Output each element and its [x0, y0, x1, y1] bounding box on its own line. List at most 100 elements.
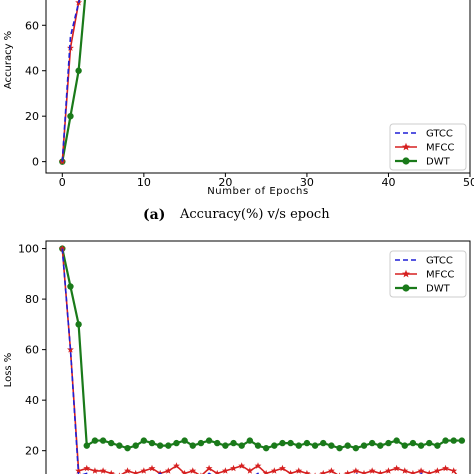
data-point-dwt [116, 442, 123, 449]
data-point-mfcc [401, 467, 409, 474]
x-tick-label: 10 [137, 176, 151, 189]
y-axis-label-loss: Loss % [3, 353, 14, 388]
data-point-mfcc [132, 469, 140, 474]
data-point-mfcc [303, 469, 311, 474]
legend-marker-dwt [402, 284, 410, 292]
data-point-mfcc [107, 469, 115, 474]
data-point-dwt [271, 442, 278, 449]
data-point-mfcc [352, 467, 360, 474]
data-point-dwt [132, 442, 139, 449]
data-point-mfcc [450, 467, 458, 474]
data-point-mfcc [270, 467, 278, 474]
legend-label-mfcc: MFCC [426, 270, 454, 281]
data-point-dwt [442, 437, 449, 444]
data-point-dwt [287, 439, 294, 447]
data-point-mfcc [442, 464, 449, 472]
legend-label-gtcc: GTCC [426, 129, 453, 140]
data-point-dwt [75, 321, 82, 328]
data-point-dwt [262, 444, 270, 452]
data-point-mfcc [173, 462, 180, 469]
x-tick-label: 30 [300, 176, 314, 189]
data-point-mfcc [58, 244, 66, 252]
y-tick-label: 80 [25, 293, 39, 306]
y-tick-label: 60 [25, 344, 39, 357]
x-tick-label: 20 [218, 176, 232, 189]
data-point-mfcc [254, 462, 262, 469]
data-point-mfcc [99, 467, 107, 474]
data-point-dwt [156, 442, 164, 449]
series-loss [58, 244, 466, 474]
y-tick-label: 100 [18, 243, 39, 256]
data-point-dwt [352, 444, 360, 452]
y-tick-label: 40 [25, 394, 39, 407]
data-point-dwt [336, 444, 343, 452]
data-point-mfcc [156, 469, 164, 474]
data-point-dwt [246, 437, 254, 444]
x-tick-label: 50 [463, 176, 474, 189]
legend-accuracy: GTCC MFCC DWT [389, 123, 467, 171]
plot-area-accuracy [45, 0, 471, 174]
data-point-dwt [409, 439, 417, 447]
data-point-mfcc [238, 462, 246, 469]
data-point-mfcc [344, 469, 352, 474]
data-point-dwt [67, 283, 74, 290]
data-point-dwt [426, 439, 433, 447]
data-point-dwt [434, 442, 441, 449]
legend-label-dwt: DWT [426, 284, 451, 295]
data-point-dwt [450, 437, 457, 444]
data-point-dwt [124, 444, 131, 452]
legend-label-gtcc: GTCC [426, 256, 453, 267]
data-point-dwt [303, 439, 311, 447]
data-point-dwt [173, 439, 180, 447]
data-point-dwt [377, 442, 384, 449]
data-point-mfcc [124, 467, 131, 474]
data-point-dwt [91, 437, 99, 444]
data-point-dwt [385, 439, 392, 447]
data-point-dwt [360, 442, 368, 449]
y-ticks-accuracy: 0 20 40 60 [25, 19, 46, 169]
x-tick-label: 0 [59, 176, 66, 189]
data-point-mfcc [327, 467, 335, 474]
caption-label-a: (a) [143, 207, 165, 223]
y-tick-label: 60 [25, 19, 39, 32]
data-point-dwt [401, 442, 408, 449]
data-point-mfcc [164, 467, 172, 474]
data-point-mfcc [360, 469, 368, 474]
data-point-dwt [254, 442, 262, 449]
data-point-dwt [205, 437, 213, 444]
data-point-mfcc [140, 467, 148, 474]
data-point-dwt [67, 112, 74, 120]
y-tick-label: 20 [25, 445, 39, 458]
data-point-dwt [320, 439, 327, 447]
series-accuracy [58, 0, 87, 165]
y-axis-label-accuracy: Accuracy % [3, 31, 14, 89]
legend-box [389, 250, 467, 298]
legend-label-dwt: DWT [426, 157, 451, 168]
chart-loss: 20 40 60 80 100 Loss % GTCC MFCC DWT [3, 240, 471, 474]
data-point-dwt [214, 439, 221, 447]
data-point-mfcc [221, 467, 229, 474]
data-point-mfcc [393, 464, 401, 472]
data-point-dwt [230, 439, 237, 447]
data-point-mfcc [246, 467, 254, 474]
data-point-mfcc [83, 464, 91, 472]
data-point-dwt [222, 442, 229, 449]
data-point-dwt [75, 67, 82, 74]
data-point-mfcc [262, 469, 270, 474]
data-point-dwt [458, 437, 466, 444]
y-tick-label: 0 [32, 156, 39, 169]
data-point-mfcc [425, 469, 433, 474]
y-tick-label: 40 [25, 65, 39, 78]
data-point-dwt [181, 437, 188, 444]
data-point-mfcc [279, 464, 286, 472]
data-point-mfcc [230, 464, 237, 472]
legend-marker-dwt [402, 157, 410, 165]
caption-accuracy: Accuracy(%) v/s epoch [179, 207, 330, 222]
data-point-dwt [368, 439, 376, 447]
data-point-mfcc [417, 467, 425, 474]
data-point-mfcc [368, 467, 376, 474]
data-point-dwt [83, 442, 90, 449]
data-point-dwt [328, 442, 335, 449]
data-point-mfcc [376, 469, 384, 474]
